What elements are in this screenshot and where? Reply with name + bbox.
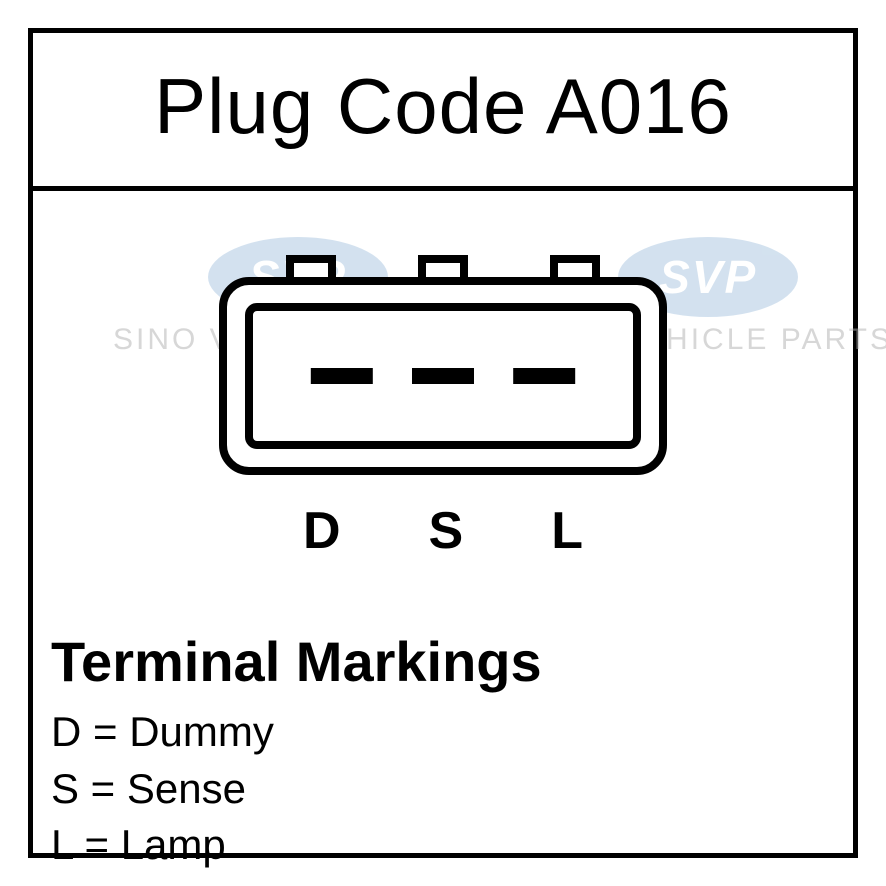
marking-meaning: Dummy	[129, 708, 274, 755]
pin-label: D	[303, 501, 341, 561]
marking-code: S	[51, 765, 79, 812]
markings-title: Terminal Markings	[51, 629, 853, 694]
marking-meaning: Sense	[127, 765, 246, 812]
pin-labels: DSL	[303, 501, 583, 561]
marking-code: D	[51, 708, 81, 755]
diagram-section: SVP SINO VEHICLE PARTS SVP SINO VEHICLE …	[33, 191, 853, 611]
pin-label: L	[551, 501, 583, 561]
markings-list: D = DummyS = SenseL = Lamp	[51, 704, 853, 874]
title-section: Plug Code A016	[33, 33, 853, 191]
connector-diagram-icon	[215, 251, 671, 479]
marking-code: L	[51, 821, 73, 868]
markings-section: Terminal Markings D = DummyS = SenseL = …	[33, 611, 853, 874]
marking-row: S = Sense	[51, 761, 853, 818]
page-title: Plug Code A016	[33, 61, 853, 152]
marking-row: L = Lamp	[51, 817, 853, 874]
outer-border: Plug Code A016 SVP SINO VEHICLE PARTS SV…	[28, 28, 858, 858]
marking-meaning: Lamp	[121, 821, 226, 868]
marking-row: D = Dummy	[51, 704, 853, 761]
pin-label: S	[429, 501, 464, 561]
